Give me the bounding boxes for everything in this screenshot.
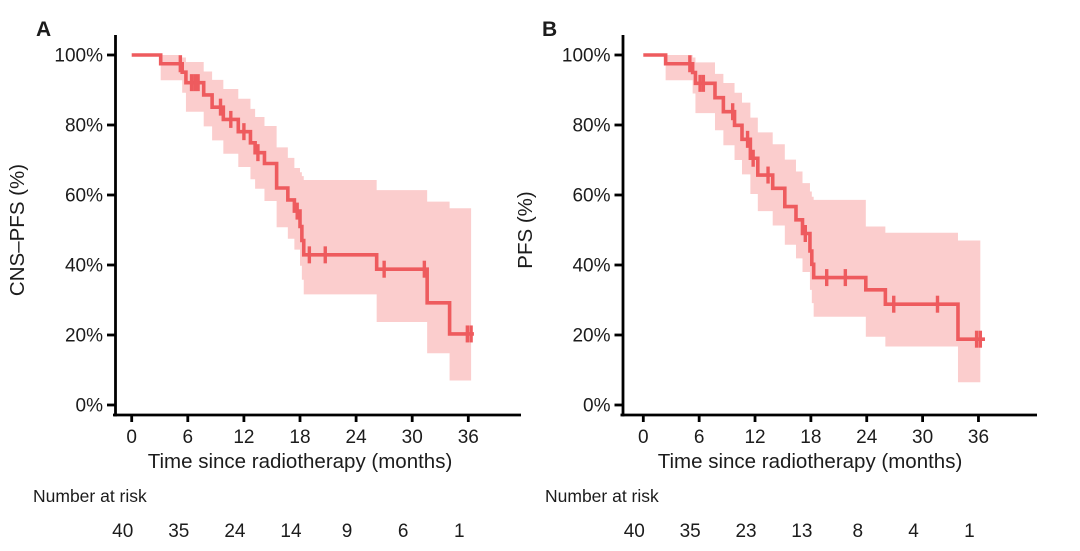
x-tick-label: 36 xyxy=(968,427,989,448)
x-tick-label: 12 xyxy=(744,427,765,448)
panel-b-y-axis-title: PFS (%) xyxy=(514,191,537,268)
panel-b-chart: 0 6 12 18 24 30 36 0% 20% 40% 60% 80% 100% 40 35 23 13 8 4… xyxy=(562,35,1037,542)
panel-a-x-axis-title: Time since radiotherapy (months) xyxy=(148,450,453,473)
risk-count: 1 xyxy=(454,521,465,542)
x-tick-label: 18 xyxy=(800,427,821,448)
x-tick-label: 0 xyxy=(638,427,649,448)
panel-a-letter: A xyxy=(36,18,51,41)
risk-count: 40 xyxy=(112,521,133,542)
x-tick-label: 0 xyxy=(126,427,137,448)
risk-count: 4 xyxy=(908,521,919,542)
panel-a-chart: 0 6 12 18 24 30 36 0% 20% 40% 60% 80% 100% 40 35 24 14 9 6… xyxy=(54,35,521,542)
risk-count: 8 xyxy=(852,521,863,542)
risk-count: 9 xyxy=(342,521,353,542)
km-curve xyxy=(643,53,985,341)
y-tick-label: 100% xyxy=(562,46,611,67)
y-tick-label: 60% xyxy=(65,186,103,207)
panel-b-number-at-risk-label: Number at risk xyxy=(545,486,659,506)
panel-a-y-axis-title: CNS–PFS (%) xyxy=(6,164,29,296)
risk-count: 35 xyxy=(680,521,701,542)
x-tick-label: 12 xyxy=(233,427,254,448)
risk-count: 35 xyxy=(168,521,189,542)
x-tick-label: 24 xyxy=(856,427,878,448)
y-tick-label: 40% xyxy=(65,256,103,277)
y-tick-label: 40% xyxy=(572,256,610,277)
x-tick-label: 30 xyxy=(402,427,423,448)
panel-b-x-axis-title: Time since radiotherapy (months) xyxy=(658,450,963,473)
y-tick-label: 80% xyxy=(572,116,610,137)
y-tick-label: 100% xyxy=(54,46,103,67)
risk-count: 23 xyxy=(735,521,756,542)
y-tick-label: 20% xyxy=(65,326,103,347)
confidence-band xyxy=(665,55,981,383)
x-tick-label: 6 xyxy=(694,427,705,448)
y-tick-label: 60% xyxy=(572,186,610,207)
panel-b-letter: B xyxy=(542,18,557,41)
risk-count: 1 xyxy=(964,521,975,542)
x-tick-label: 36 xyxy=(458,427,479,448)
y-tick-label: 80% xyxy=(65,116,103,137)
confidence-band xyxy=(160,55,472,381)
x-tick-label: 6 xyxy=(183,427,194,448)
risk-count: 13 xyxy=(791,521,812,542)
x-tick-label: 30 xyxy=(912,427,933,448)
panel-a-number-at-risk-label: Number at risk xyxy=(33,486,147,506)
risk-count: 6 xyxy=(398,521,409,542)
y-tick-label: 0% xyxy=(583,396,611,417)
x-tick-label: 24 xyxy=(346,427,368,448)
y-tick-label: 20% xyxy=(572,326,610,347)
risk-count: 24 xyxy=(224,521,246,542)
risk-count: 40 xyxy=(624,521,645,542)
y-tick-label: 0% xyxy=(76,396,104,417)
x-tick-label: 18 xyxy=(289,427,310,448)
risk-count: 14 xyxy=(280,521,302,542)
